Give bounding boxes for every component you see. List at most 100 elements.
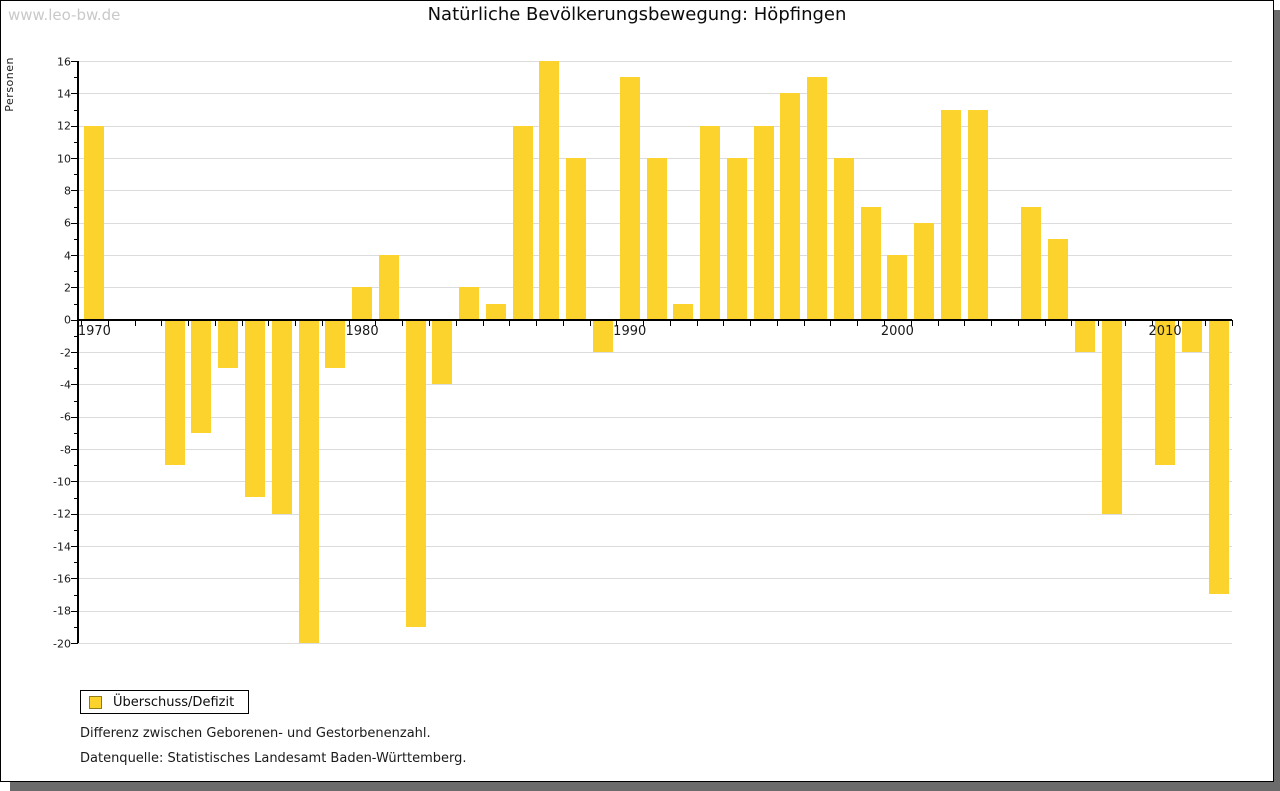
x-tick-14: [455, 319, 457, 326]
bar-2011: [1181, 319, 1202, 352]
y-major-tick--16: [71, 578, 78, 580]
y-major-tick--12: [71, 513, 78, 515]
y-minor-tick--3: [74, 368, 78, 370]
y-major-tick-14: [71, 93, 78, 95]
x-tick-21: [643, 319, 645, 326]
y-minor-tick--11: [74, 497, 78, 499]
y-tick-label-8: 8: [64, 184, 71, 198]
gridline-y-16: [78, 61, 1232, 62]
bar-1973: [164, 319, 185, 466]
bar-1974: [191, 319, 212, 433]
x-tick-25: [750, 319, 752, 326]
x-tick-10: [348, 319, 350, 326]
x-tick-41: [1178, 319, 1180, 326]
y-tick-label--10: -10: [53, 475, 71, 489]
gridline-y--4: [78, 384, 1232, 386]
x-tick-18: [562, 319, 564, 326]
x-tick-42: [1205, 319, 1207, 326]
x-tick-33: [964, 319, 966, 326]
y-tick-label--14: -14: [53, 540, 71, 553]
gridline-y--8: [78, 449, 1232, 450]
y-minor-tick--9: [74, 465, 78, 467]
y-major-tick--6: [71, 416, 78, 418]
x-tick-13: [428, 319, 430, 326]
y-minor-tick-1: [74, 303, 78, 305]
y-minor-tick-5: [74, 238, 78, 240]
y-minor-tick-9: [74, 174, 78, 176]
x-tick-label-2010: 2010: [1148, 323, 1182, 339]
x-tick-36: [1044, 319, 1046, 326]
chart-note: Differenz zwischen Geborenen- und Gestor…: [80, 726, 431, 741]
x-tick-20: [616, 319, 618, 326]
x-tick-27: [803, 319, 805, 326]
x-tick-23: [696, 319, 698, 326]
bar-1990: [619, 77, 640, 320]
y-major-tick-8: [71, 190, 78, 192]
gridline-y--20: [78, 643, 1232, 644]
y-tick-label--12: -12: [53, 507, 71, 521]
bar-1975: [218, 319, 239, 369]
x-tick-39: [1124, 319, 1126, 326]
bar-1994: [726, 158, 747, 320]
bar-1989: [592, 319, 613, 352]
chart-title: Natürliche Bevölkerungsbewegung: Höpfing…: [427, 4, 847, 25]
bar-1997: [807, 77, 828, 320]
y-minor-tick-13: [74, 109, 78, 111]
legend-color-swatch-icon: [89, 695, 102, 709]
data-source-note: Datenquelle: Statistisches Landesamt Bad…: [80, 751, 467, 766]
x-tick-37: [1071, 319, 1073, 326]
x-tick-label-2000: 2000: [880, 323, 914, 339]
x-tick-43: [1232, 319, 1233, 326]
y-tick-label--2: -2: [60, 346, 71, 359]
bar-1981: [378, 255, 399, 320]
y-major-tick-6: [71, 222, 78, 224]
x-tick-label-1980: 1980: [345, 323, 379, 339]
bar-2005: [1021, 206, 1042, 320]
x-tick-34: [991, 319, 993, 326]
y-major-tick-0: [71, 319, 78, 321]
bar-1993: [700, 125, 721, 320]
y-minor-tick--13: [74, 529, 78, 531]
y-tick-label-12: 12: [57, 119, 71, 133]
y-major-tick--4: [71, 384, 78, 386]
gridline-y--6: [78, 416, 1232, 418]
x-tick-24: [723, 319, 725, 326]
bar-1982: [405, 319, 426, 627]
x-tick-3: [161, 319, 163, 326]
x-tick-26: [776, 319, 778, 326]
gridline-y--18: [78, 610, 1232, 612]
bar-1996: [780, 93, 801, 320]
x-tick-4: [188, 319, 190, 326]
bar-2010: [1155, 319, 1176, 466]
x-tick-17: [536, 319, 538, 326]
bar-1977: [271, 319, 292, 514]
y-minor-tick--7: [74, 432, 78, 434]
y-tick-label-6: 6: [64, 216, 71, 230]
y-tick-label--20: -20: [53, 637, 71, 650]
y-tick-label--16: -16: [53, 572, 71, 586]
x-tick-label-1990: 1990: [613, 323, 647, 339]
x-tick-30: [884, 319, 886, 326]
legend-box: Überschuss/Defizit: [80, 690, 250, 714]
bar-1980: [352, 287, 373, 320]
x-tick-15: [482, 319, 484, 326]
bar-1988: [566, 158, 587, 320]
y-tick-label--6: -6: [60, 410, 71, 424]
y-minor-tick--15: [74, 562, 78, 564]
y-tick-label-10: 10: [57, 152, 71, 165]
y-minor-tick--1: [74, 335, 78, 337]
gridline-y--14: [78, 546, 1232, 547]
x-tick-5: [214, 319, 216, 326]
y-major-tick-4: [71, 255, 78, 256]
watermark: www.leo-bw.de: [8, 6, 121, 24]
y-tick-label-14: 14: [57, 87, 71, 101]
y-major-tick--10: [71, 481, 78, 483]
x-tick-31: [910, 319, 912, 326]
x-tick-9: [321, 319, 323, 326]
x-tick-19: [589, 319, 591, 326]
x-tick-12: [402, 319, 404, 326]
window-shadow-bottom: [10, 782, 1280, 791]
x-tick-32: [937, 319, 939, 326]
bar-1998: [833, 158, 854, 320]
